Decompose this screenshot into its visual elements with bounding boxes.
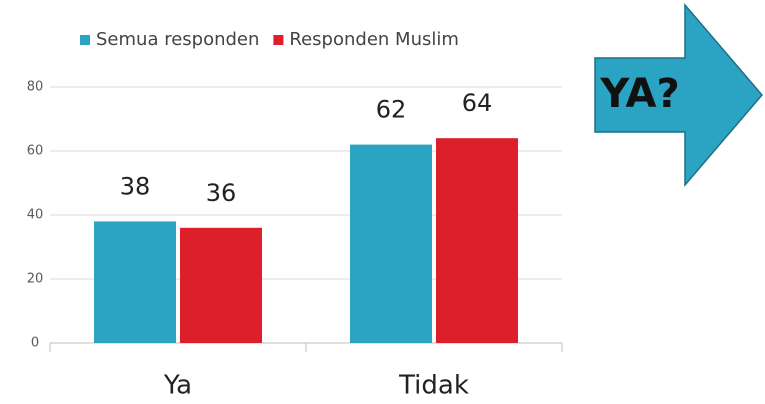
x-tick-label: Ya xyxy=(163,371,192,401)
legend-label: Responden Muslim xyxy=(289,29,458,50)
y-tick-label: 20 xyxy=(27,272,44,287)
bar xyxy=(436,138,518,343)
bar xyxy=(180,227,262,343)
data-label: 64 xyxy=(462,89,493,117)
arrow-shape xyxy=(594,2,763,188)
y-tick-label: 80 xyxy=(27,80,44,95)
data-label: 62 xyxy=(376,96,407,124)
legend-label: Semua responden xyxy=(96,29,259,50)
y-tick-label: 60 xyxy=(27,144,44,159)
legend-swatch xyxy=(80,35,90,45)
legend-swatch xyxy=(273,35,284,45)
arrow-text: YA? xyxy=(599,71,679,117)
y-tick-label: 40 xyxy=(27,208,44,223)
data-label: 38 xyxy=(120,172,151,200)
x-tick-label: Tidak xyxy=(398,371,469,401)
y-tick-label: 0 xyxy=(31,336,39,351)
bar xyxy=(94,221,176,343)
bar xyxy=(350,144,432,343)
data-label: 36 xyxy=(206,179,237,207)
